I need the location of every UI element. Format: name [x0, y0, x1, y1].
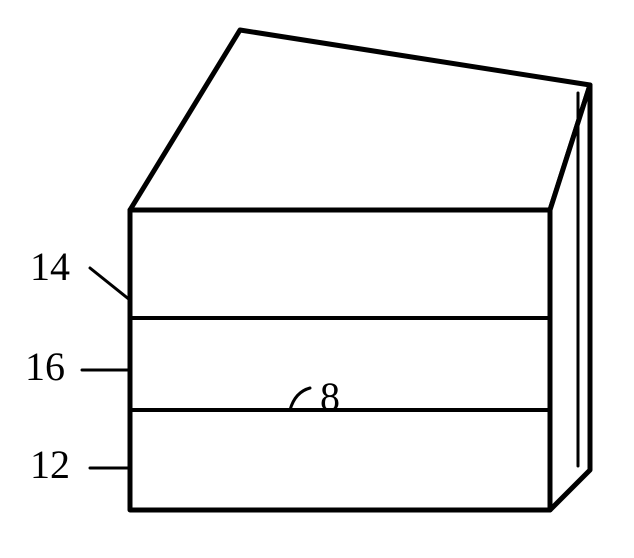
label-16: 16 [25, 344, 65, 389]
cuboid-front-face [130, 210, 550, 510]
label-8: 8 [320, 374, 340, 419]
label-12: 12 [30, 442, 70, 487]
cuboid-top-face [130, 30, 590, 210]
leader-14 [90, 268, 130, 300]
label-14: 14 [30, 244, 70, 289]
layered-cuboid-diagram: 14 16 12 8 [0, 0, 634, 558]
